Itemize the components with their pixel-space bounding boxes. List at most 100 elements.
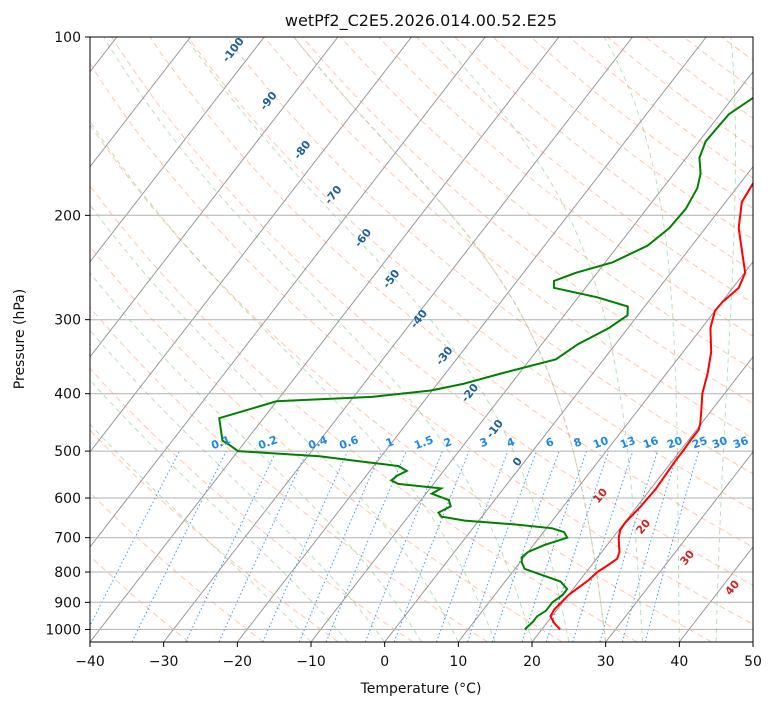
dry-adiabat — [90, 306, 488, 642]
moist-adiabat — [90, 120, 496, 642]
moist-adiabat — [90, 379, 349, 642]
isotherm — [236, 37, 707, 642]
isotherm — [90, 37, 560, 642]
chart-title: wetPf2_C2E5.2026.014.00.52.E25 — [285, 11, 557, 31]
y-axis-label: Pressure (hPa) — [12, 289, 28, 389]
moist-adiabat — [90, 204, 459, 642]
x-tick-label: 20 — [523, 654, 541, 670]
y-tick-label: 200 — [54, 208, 81, 224]
arc-left — [0, 37, 56, 642]
isotherm — [90, 37, 339, 358]
mixing-ratio-label: 1.5 — [412, 433, 435, 452]
isotherm — [90, 37, 486, 548]
y-tick-label: 500 — [54, 444, 81, 460]
y-tick-label: 100 — [54, 30, 81, 46]
moist-adiabat — [603, 37, 680, 642]
isotherm — [531, 356, 753, 642]
mixing-ratio-label: 20 — [665, 434, 684, 452]
isotherm — [384, 165, 753, 642]
moist-adiabat — [715, 37, 736, 642]
dry-adiabat — [111, 37, 753, 586]
dry-adiabat — [90, 124, 712, 642]
y-tick-label: 800 — [54, 565, 81, 581]
mixing-ratio-line — [545, 450, 610, 642]
y-tick-label: 700 — [54, 531, 81, 547]
dry-adiabat — [90, 62, 753, 625]
mixing-ratio-label: 2 — [442, 435, 454, 450]
profile-lines — [218, 96, 753, 631]
x-axis-label: Temperature (°C) — [360, 681, 482, 697]
dry-adiabat — [90, 245, 563, 642]
moist-adiabat — [90, 272, 422, 642]
x-tick-label: 30 — [597, 654, 615, 670]
y-tick-label: 900 — [54, 595, 81, 611]
isotherm — [752, 641, 753, 642]
temperature-line — [549, 181, 753, 631]
dry-adiabat — [90, 429, 339, 642]
mixing-ratio-label: 4 — [505, 435, 517, 450]
mixing-ratio-label: 6 — [544, 435, 556, 450]
x-tick-label: 50 — [744, 654, 762, 670]
plot-area — [90, 37, 753, 642]
dry-adiabat — [187, 37, 753, 511]
mixing-ratio-label: 3 — [478, 435, 490, 450]
isotherm — [90, 37, 191, 168]
mixing-ratio-label: 36 — [731, 434, 750, 452]
moist-adiabat — [90, 329, 386, 642]
dry-adiabat — [760, 37, 775, 642]
plot-frame — [89, 36, 754, 643]
mixing-ratio-label: 25 — [690, 434, 709, 451]
isotherm — [310, 70, 753, 642]
mixing-ratio-line — [435, 450, 509, 642]
mixing-ratio-label: 0.4 — [306, 433, 329, 452]
dry-adiabat — [90, 555, 190, 642]
x-tick-label: 10 — [449, 654, 467, 670]
mixing-ratio-line — [467, 450, 537, 642]
y-tick-label: 600 — [54, 491, 81, 507]
arc-right — [293, 37, 607, 642]
y-tick-label: 300 — [54, 313, 81, 329]
mixing-ratio-line — [364, 450, 443, 642]
dry-adiabat — [378, 37, 753, 337]
x-tick-label: 40 — [670, 654, 688, 670]
mixing-ratio-line — [521, 450, 587, 642]
y-axis-ticks: 1000 900 800 700 600 500 400 300 200 100 — [45, 30, 90, 638]
mixing-ratio-label: 0.1 — [209, 433, 232, 452]
mixing-ratio-label: 1 — [384, 435, 396, 450]
isotherm — [457, 260, 753, 642]
x-tick-label: −30 — [149, 654, 179, 670]
dry-adiabat — [340, 37, 753, 371]
mixing-ratio-label: 0.2 — [256, 433, 279, 452]
mixing-ratio-label: 0.6 — [337, 433, 360, 452]
x-axis-ticks: −40 −30 −20 −10 0 10 20 30 40 50 — [75, 642, 762, 670]
mixing-ratio-line — [621, 450, 679, 642]
mixing-ratio-label: 13 — [618, 434, 637, 451]
dry-adiabat — [149, 37, 753, 548]
mixing-ratio-line — [262, 450, 349, 642]
x-tick-label: −40 — [75, 654, 105, 670]
mixing-ratio-label: 10 — [591, 434, 610, 452]
mixing-ratio-label: 8 — [572, 435, 584, 450]
y-tick-label: 400 — [54, 387, 81, 403]
y-tick-label: 1000 — [45, 622, 81, 638]
moist-adiabat — [103, 37, 533, 642]
grid-lines — [90, 37, 753, 642]
mixing-ratio-line — [572, 450, 634, 642]
mixing-ratio-label: 16 — [641, 434, 660, 452]
isotherm — [163, 37, 633, 642]
background-lines — [0, 37, 775, 642]
dry-adiabat — [416, 37, 753, 304]
mixing-ratio-line — [298, 450, 382, 642]
dry-adiabat — [90, 185, 638, 642]
moist-adiabat — [437, 37, 643, 642]
x-tick-label: −10 — [296, 654, 326, 670]
isotherm — [90, 37, 412, 453]
mixing-ratio-line — [491, 450, 560, 642]
mixing-ratio-line — [325, 450, 407, 642]
mixing-ratio-label: 30 — [710, 434, 729, 452]
isotherm — [605, 451, 753, 642]
x-tick-label: 0 — [380, 654, 389, 670]
x-tick-label: −20 — [223, 654, 253, 670]
mixing-ratio-line — [599, 450, 659, 642]
